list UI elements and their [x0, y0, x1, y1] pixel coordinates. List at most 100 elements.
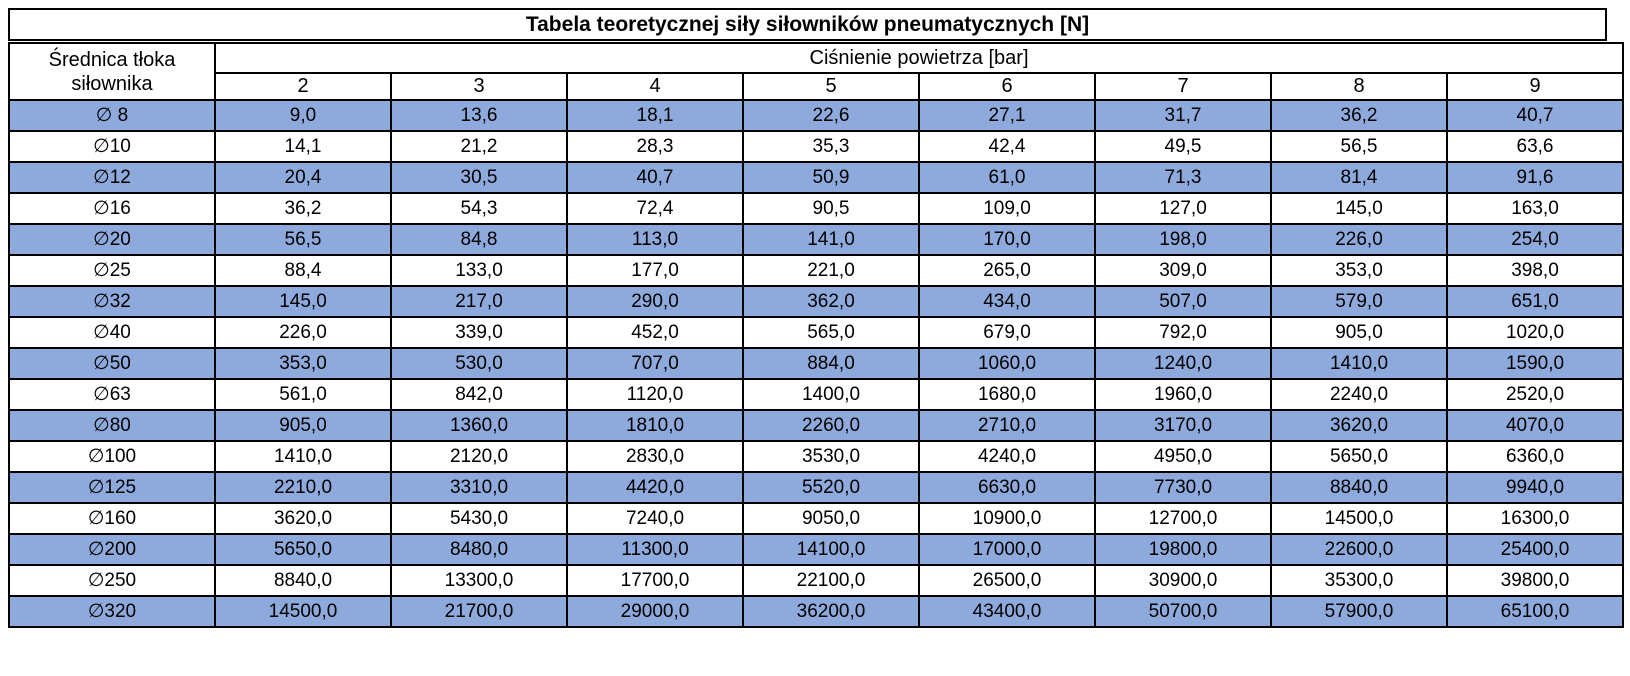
force-cell: 254,0: [1446, 223, 1624, 256]
diameter-cell: ∅ 8: [8, 99, 216, 132]
force-cell: 4420,0: [566, 471, 744, 504]
force-cell: 43400,0: [918, 595, 1096, 628]
force-cell: 133,0: [390, 254, 568, 287]
force-cell: 2120,0: [390, 440, 568, 473]
force-cell: 49,5: [1094, 130, 1272, 163]
table-row: ∅16 36,2 54,3 72,4 90,5 109,0 127,0 145,0 163,0: [8, 192, 1624, 225]
pneumatic-forces-table: Średnica tłoka siłownika Ciśnienie powie…: [8, 42, 1624, 628]
force-cell: 7730,0: [1094, 471, 1272, 504]
force-cell: 18,1: [566, 99, 744, 132]
force-cell: 63,6: [1446, 130, 1624, 163]
table-row: ∅100 1410,0 2120,0 2830,0 3530,0 4240,0 4950,0…: [8, 440, 1624, 473]
diameter-cell: ∅25: [8, 254, 216, 287]
diameter-cell: ∅10: [8, 130, 216, 163]
force-cell: 57900,0: [1270, 595, 1448, 628]
force-cell: 21,2: [390, 130, 568, 163]
force-cell: 1410,0: [1270, 347, 1448, 380]
diameter-cell: ∅200: [8, 533, 216, 566]
force-cell: 2830,0: [566, 440, 744, 473]
diameter-cell: ∅32: [8, 285, 216, 318]
force-cell: 50700,0: [1094, 595, 1272, 628]
table-row: ∅25 88,4 133,0 177,0 221,0 265,0 309,0 353,0 398…: [8, 254, 1624, 287]
force-cell: 2710,0: [918, 409, 1096, 442]
force-cell: 3530,0: [742, 440, 920, 473]
diameter-cell: ∅320: [8, 595, 216, 628]
table-row: ∅12 20,4 30,5 40,7 50,9 61,0 71,3 81,4 91,6: [8, 161, 1624, 194]
force-cell: 26500,0: [918, 564, 1096, 597]
force-cell: 40,7: [566, 161, 744, 194]
force-cell: 3170,0: [1094, 409, 1272, 442]
force-cell: 1360,0: [390, 409, 568, 442]
force-cell: 8840,0: [214, 564, 392, 597]
force-cell: 2520,0: [1446, 378, 1624, 411]
force-cell: 21700,0: [390, 595, 568, 628]
diameter-cell: ∅125: [8, 471, 216, 504]
force-cell: 8480,0: [390, 533, 568, 566]
force-cell: 16300,0: [1446, 502, 1624, 535]
diameter-cell: ∅250: [8, 564, 216, 597]
table-row: ∅125 2210,0 3310,0 4420,0 5520,0 6630,0 7730,0…: [8, 471, 1624, 504]
table-row: ∅320 14500,0 21700,0 29000,0 36200,0 43400,0 5…: [8, 595, 1624, 628]
force-cell: 7240,0: [566, 502, 744, 535]
force-cell: 4950,0: [1094, 440, 1272, 473]
force-cell: 11300,0: [566, 533, 744, 566]
pressure-column-header: 3: [390, 72, 568, 101]
force-cell: 5430,0: [390, 502, 568, 535]
force-cell: 221,0: [742, 254, 920, 287]
force-cell: 39800,0: [1446, 564, 1624, 597]
force-cell: 36,2: [214, 192, 392, 225]
force-cell: 113,0: [566, 223, 744, 256]
diameter-cell: ∅100: [8, 440, 216, 473]
force-cell: 14500,0: [1270, 502, 1448, 535]
pressure-column-header: 5: [742, 72, 920, 101]
force-cell: 905,0: [1270, 316, 1448, 349]
force-cell: 31,7: [1094, 99, 1272, 132]
force-cell: 27,1: [918, 99, 1096, 132]
table-row: ∅250 8840,0 13300,0 17700,0 22100,0 26500,0 30…: [8, 564, 1624, 597]
force-cell: 905,0: [214, 409, 392, 442]
row-header-piston-diameter: Średnica tłoka siłownika: [8, 42, 216, 101]
force-cell: 3310,0: [390, 471, 568, 504]
pressure-column-header: 7: [1094, 72, 1272, 101]
force-cell: 339,0: [390, 316, 568, 349]
pressure-column-header: 2: [214, 72, 392, 101]
force-cell: 530,0: [390, 347, 568, 380]
force-cell: 452,0: [566, 316, 744, 349]
force-cell: 14,1: [214, 130, 392, 163]
force-cell: 9940,0: [1446, 471, 1624, 504]
force-cell: 1240,0: [1094, 347, 1272, 380]
force-cell: 29000,0: [566, 595, 744, 628]
force-cell: 50,9: [742, 161, 920, 194]
table-row: ∅50 353,0 530,0 707,0 884,0 1060,0 1240,0 1410,…: [8, 347, 1624, 380]
force-cell: 4070,0: [1446, 409, 1624, 442]
force-cell: 14100,0: [742, 533, 920, 566]
force-cell: 90,5: [742, 192, 920, 225]
force-cell: 22600,0: [1270, 533, 1448, 566]
force-cell: 217,0: [390, 285, 568, 318]
force-cell: 30,5: [390, 161, 568, 194]
force-cell: 72,4: [566, 192, 744, 225]
table-row: ∅63 561,0 842,0 1120,0 1400,0 1680,0 1960,0 224…: [8, 378, 1624, 411]
force-cell: 56,5: [1270, 130, 1448, 163]
table-row: ∅20 56,5 84,8 113,0 141,0 170,0 198,0 226,0 254,…: [8, 223, 1624, 256]
force-cell: 1120,0: [566, 378, 744, 411]
force-cell: 1680,0: [918, 378, 1096, 411]
force-cell: 651,0: [1446, 285, 1624, 318]
force-cell: 12700,0: [1094, 502, 1272, 535]
table-row: ∅10 14,1 21,2 28,3 35,3 42,4 49,5 56,5 63,6: [8, 130, 1624, 163]
table-row: ∅ 8 9,0 13,6 18,1 22,6 27,1 31,7 36,2 40,7: [8, 99, 1624, 132]
force-cell: 1590,0: [1446, 347, 1624, 380]
force-cell: 40,7: [1446, 99, 1624, 132]
force-cell: 17000,0: [918, 533, 1096, 566]
force-cell: 1400,0: [742, 378, 920, 411]
force-cell: 6630,0: [918, 471, 1096, 504]
force-cell: 88,4: [214, 254, 392, 287]
force-cell: 198,0: [1094, 223, 1272, 256]
force-cell: 14500,0: [214, 595, 392, 628]
diameter-cell: ∅50: [8, 347, 216, 380]
pressure-column-header: 6: [918, 72, 1096, 101]
diameter-cell: ∅40: [8, 316, 216, 349]
force-cell: 792,0: [1094, 316, 1272, 349]
force-cell: 9,0: [214, 99, 392, 132]
